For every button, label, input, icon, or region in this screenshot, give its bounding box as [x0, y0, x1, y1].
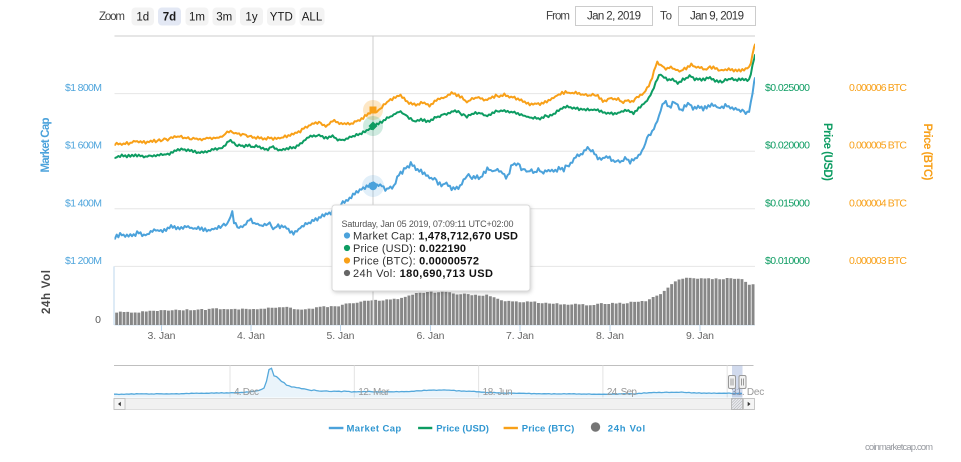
svg-text:0.000003 BTC: 0.000003 BTC [849, 255, 907, 267]
svg-text:5. Jan: 5. Jan [327, 330, 355, 342]
svg-text:Price (USD): 0.022190: Price (USD): 0.022190 [353, 243, 466, 255]
svg-text:YTD: YTD [270, 12, 293, 24]
svg-text:8. Jan: 8. Jan [596, 330, 624, 342]
svg-text:4. Dec: 4. Dec [234, 387, 259, 398]
svg-text:Market Cap: Market Cap [40, 118, 52, 173]
svg-text:Saturday, Jan 05 2019, 07:09:1: Saturday, Jan 05 2019, 07:09:11 UTC+02:0… [342, 219, 514, 229]
svg-text:ALL: ALL [302, 12, 323, 24]
svg-text:7. Jan: 7. Jan [506, 330, 534, 342]
svg-text:7d: 7d [163, 12, 176, 24]
svg-text:3. Jan: 3. Jan [148, 330, 176, 342]
svg-text:24h Vol: 24h Vol [41, 270, 53, 314]
svg-text:$0.025000: $0.025000 [765, 82, 810, 94]
svg-text:$1 800M: $1 800M [65, 82, 102, 94]
svg-text:18. Jun: 18. Jun [483, 387, 513, 398]
svg-text:Price (BTC): Price (BTC) [522, 424, 575, 435]
svg-text:12. Mar: 12. Mar [358, 387, 390, 398]
svg-text:coinmarketcap.com: coinmarketcap.com [865, 442, 933, 453]
svg-text:0.000004 BTC: 0.000004 BTC [849, 197, 907, 209]
svg-text:6. Jan: 6. Jan [417, 330, 445, 342]
svg-text:Jan 2, 2019: Jan 2, 2019 [587, 11, 641, 23]
svg-text:9. Jan: 9. Jan [686, 330, 714, 342]
svg-text:$1 600M: $1 600M [65, 140, 102, 152]
svg-text:0.000006 BTC: 0.000006 BTC [849, 82, 907, 94]
svg-text:$0.020000: $0.020000 [765, 140, 810, 152]
svg-text:Jan 9, 2019: Jan 9, 2019 [690, 11, 744, 23]
svg-text:Market Cap: Market Cap [347, 424, 402, 435]
svg-text:31. Dec: 31. Dec [731, 387, 764, 398]
svg-text:Price (BTC): Price (BTC) [921, 124, 933, 181]
svg-text:0.000005 BTC: 0.000005 BTC [849, 140, 907, 152]
svg-text:Price (BTC): 0.00000572: Price (BTC): 0.00000572 [353, 256, 479, 268]
svg-text:4. Jan: 4. Jan [237, 330, 265, 342]
svg-text:24h Vol: 180,690,713 USD: 24h Vol: 180,690,713 USD [353, 268, 493, 280]
svg-text:24h Vol: 24h Vol [608, 424, 646, 435]
svg-text:$1 400M: $1 400M [65, 197, 102, 209]
svg-text:To: To [660, 11, 672, 23]
svg-text:$0.010000: $0.010000 [765, 255, 810, 267]
svg-text:From: From [546, 11, 570, 23]
svg-text:Price (USD): Price (USD) [436, 424, 489, 435]
svg-text:1y: 1y [245, 12, 257, 24]
svg-text:24. Sep: 24. Sep [607, 387, 637, 398]
svg-text:$1 200M: $1 200M [65, 255, 102, 267]
svg-text:Price (USD): Price (USD) [821, 123, 833, 181]
svg-text:Market Cap: 1,478,712,670 USD: Market Cap: 1,478,712,670 USD [353, 231, 518, 243]
svg-text:0: 0 [95, 314, 101, 326]
svg-text:1m: 1m [189, 12, 205, 24]
svg-text:3m: 3m [216, 12, 232, 24]
svg-text:1d: 1d [136, 12, 149, 24]
svg-text:$0.015000: $0.015000 [765, 197, 810, 209]
svg-text:Zoom: Zoom [99, 11, 125, 23]
